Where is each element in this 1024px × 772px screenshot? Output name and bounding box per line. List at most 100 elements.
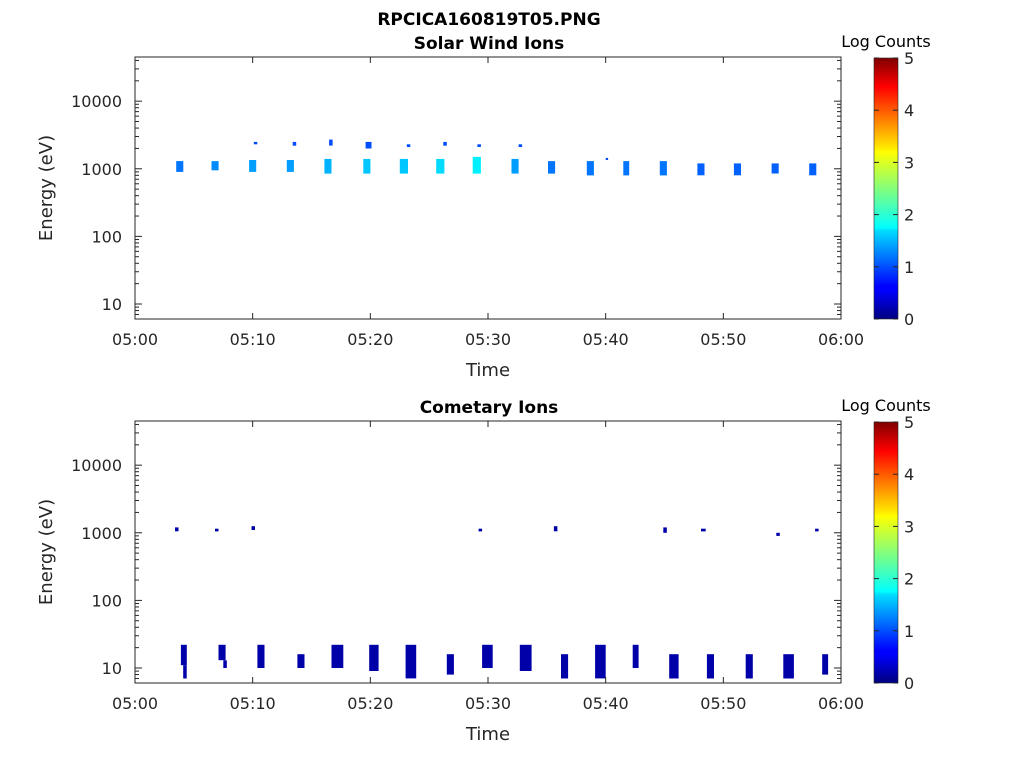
heatmap-cell [478, 528, 483, 532]
x-tick-label: 06:00 [818, 694, 864, 713]
y-axis-ticks: 10 100 1000 10000 [71, 59, 841, 320]
heatmap-cell [218, 644, 226, 661]
y-axis-ticks: 10 100 1000 10000 [71, 423, 841, 684]
x-tick-label: 05:20 [347, 330, 393, 349]
heatmap-cell [331, 644, 344, 668]
colorbar-ticks: 0 1 2 3 4 5 [874, 49, 914, 329]
y-axis-label: Energy (eV) [36, 499, 57, 605]
colorbar [873, 57, 899, 320]
heatmap-cell [809, 163, 817, 176]
colorbar-tick-label: 0 [904, 310, 914, 329]
x-axis-label: Time [465, 724, 510, 745]
heatmap-cell [175, 527, 179, 532]
heatmap-cell [365, 141, 372, 149]
x-tick-label: 05:00 [112, 694, 158, 713]
heatmap-cell [329, 139, 333, 146]
heatmap-cells [175, 526, 829, 679]
y-tick-label: 10000 [71, 456, 122, 475]
heatmap-cell [822, 654, 829, 675]
colorbar-tick-label: 3 [904, 153, 914, 172]
heatmap-cell [176, 161, 184, 172]
heatmap-cell [324, 158, 332, 174]
y-axis-label: Energy (eV) [36, 135, 57, 241]
x-tick-label: 05:40 [583, 694, 629, 713]
heatmap-cell [745, 654, 753, 679]
colorbar-tick-label: 4 [904, 101, 914, 120]
heatmap-cell [659, 161, 667, 176]
colorbar-tick-label: 4 [904, 465, 914, 484]
colorbar-tick-label: 2 [904, 570, 914, 589]
heatmap-cell [482, 644, 493, 668]
y-tick-label: 10 [102, 659, 122, 678]
figure-title: RPCICA160819T05.PNG [377, 10, 600, 30]
heatmap-cell [586, 161, 594, 176]
heatmap-cell [605, 157, 609, 160]
heatmap-cell [249, 160, 257, 172]
heatmap-cell [363, 158, 371, 174]
heatmap-cell [623, 161, 630, 176]
x-tick-label: 05:40 [583, 330, 629, 349]
y-tick-label: 1000 [81, 160, 122, 179]
heatmap-cell [783, 654, 794, 679]
y-tick-label: 10000 [71, 92, 122, 111]
heatmap-cell [477, 144, 481, 147]
heatmap-cell [406, 144, 411, 147]
heatmap-cell [815, 528, 819, 532]
heatmap-cell [733, 163, 741, 176]
heatmap-cell [405, 644, 417, 679]
x-tick-label: 05:10 [230, 330, 276, 349]
heatmap-cell [632, 644, 639, 668]
x-tick-label: 06:00 [818, 330, 864, 349]
heatmap-cell [211, 161, 219, 171]
plot-frame [134, 420, 842, 684]
heatmap-cell [297, 654, 305, 668]
x-axis-ticks: 05:00 05:10 05:20 05:30 05:40 05:50 06:00 [112, 57, 864, 349]
heatmap-cell [443, 141, 447, 146]
heatmap-cell [183, 665, 187, 679]
colorbar [873, 421, 899, 684]
heatmap-cell [548, 161, 556, 174]
heatmap-cell [215, 528, 219, 532]
x-tick-label: 05:50 [700, 330, 746, 349]
heatmap-cell [472, 156, 481, 174]
x-axis-ticks: 05:00 05:10 05:20 05:30 05:40 05:50 06:00 [112, 421, 864, 713]
y-tick-label: 100 [91, 591, 122, 610]
heatmap-cell [561, 654, 569, 679]
x-tick-label: 05:00 [112, 330, 158, 349]
y-tick-label: 1000 [81, 524, 122, 543]
heatmap-cell [369, 644, 379, 671]
y-tick-label: 10 [102, 295, 122, 314]
heatmap-cells [176, 139, 817, 176]
cometary-ions-panel: Cometary Ions 05:00 05:10 05:20 05:30 05:40 0… [36, 396, 931, 745]
heatmap-cell [669, 654, 679, 679]
colorbar-label: Log Counts [841, 396, 931, 415]
x-axis-label: Time [465, 360, 510, 381]
colorbar-ticks: 0 1 2 3 4 5 [874, 413, 914, 693]
colorbar-tick-label: 1 [904, 258, 914, 277]
x-tick-label: 05:20 [347, 694, 393, 713]
heatmap-cell [436, 158, 445, 174]
heatmap-cell [776, 532, 780, 536]
heatmap-cell [706, 654, 714, 679]
heatmap-cell [292, 141, 297, 146]
heatmap-cell [180, 644, 187, 666]
heatmap-cell [595, 644, 606, 679]
heatmap-cell [697, 163, 705, 176]
colorbar-tick-label: 2 [904, 206, 914, 225]
panel-title: Cometary Ions [420, 398, 559, 418]
colorbar-tick-label: 0 [904, 674, 914, 693]
heatmap-cell [518, 144, 523, 147]
colorbar-tick-label: 5 [904, 49, 914, 68]
solar-wind-ions-panel: Solar Wind Ions 05:00 05:10 05:20 05:30 05:4… [36, 32, 931, 381]
plot-frame [134, 56, 842, 320]
heatmap-cell [511, 158, 519, 174]
heatmap-cell [253, 141, 258, 145]
heatmap-cell [771, 163, 779, 174]
heatmap-cell [701, 528, 706, 532]
heatmap-cell [223, 660, 227, 668]
x-tick-label: 05:50 [700, 694, 746, 713]
heatmap-cell [553, 526, 558, 532]
heatmap-cell [663, 527, 667, 533]
heatmap-cell [399, 158, 408, 174]
